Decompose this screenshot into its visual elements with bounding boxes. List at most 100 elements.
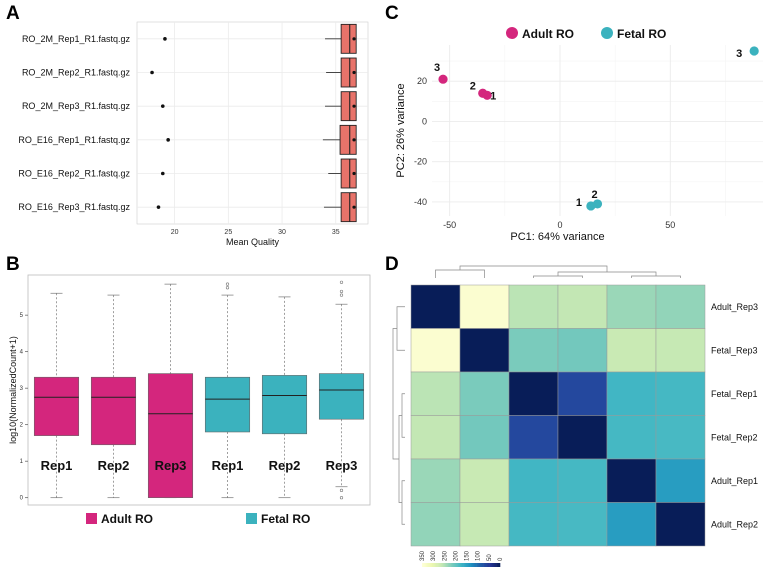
box-body bbox=[340, 23, 357, 54]
legend-marker-fetal bbox=[601, 27, 613, 39]
point-label: 2 bbox=[591, 189, 597, 201]
colorbar-segment bbox=[494, 563, 497, 567]
legend-swatch-adult bbox=[86, 513, 97, 524]
heatmap-row-label: Fetal_Rep2 bbox=[711, 432, 758, 442]
y-axis-label: log10(NormalizedCount+1) bbox=[8, 336, 18, 444]
point-label: 1 bbox=[576, 197, 582, 209]
colorbar-tick-label: 200 bbox=[453, 550, 459, 561]
heatmap-cell bbox=[459, 371, 510, 416]
column-dendrogram-branch bbox=[557, 271, 657, 276]
colorbar-segment bbox=[433, 563, 436, 567]
panel-label-b: B bbox=[6, 254, 20, 275]
box-category-label: Rep1 bbox=[41, 458, 73, 473]
pca-point-fetal bbox=[749, 46, 759, 56]
box-body bbox=[340, 91, 357, 122]
colorbar-segment bbox=[441, 563, 444, 567]
legend-label-adult: Adult RO bbox=[101, 512, 153, 526]
colorbar-tick-label: 100 bbox=[476, 550, 482, 561]
colorbar-segment bbox=[432, 563, 434, 567]
y-category-label: RO_E16_Rep3_R1.fastq.gz bbox=[18, 202, 130, 212]
colorbar-segment bbox=[477, 563, 480, 567]
colorbar-segment bbox=[487, 563, 489, 567]
x-tick-label: 0 bbox=[557, 220, 562, 230]
y-category-label: RO_E16_Rep2_R1.fastq.gz bbox=[18, 169, 130, 179]
box-body bbox=[318, 373, 365, 420]
colorbar-segment bbox=[498, 563, 501, 567]
heatmap-cell bbox=[508, 458, 559, 503]
colorbar-segment bbox=[476, 563, 479, 567]
panel-a-qc-boxplot: 20 25 30 35 RO_2M_Rep1_R1.fastq.gz RO_2M_Rep2… bbox=[18, 21, 369, 247]
colorbar-segment bbox=[446, 563, 449, 567]
colorbar-segment bbox=[470, 563, 472, 567]
y-tick-label: 4 bbox=[20, 350, 24, 356]
y-category-label: RO_2M_Rep1_R1.fastq.gz bbox=[22, 34, 131, 44]
heatmap-cell bbox=[459, 502, 510, 547]
colorbar-segment bbox=[488, 563, 490, 567]
colorbar-tick-label: 0 bbox=[498, 557, 504, 561]
box-mean-point bbox=[352, 171, 356, 176]
legend-label-adult: Adult RO bbox=[522, 27, 574, 41]
plot-area bbox=[27, 274, 371, 506]
colorbar-segment bbox=[472, 563, 475, 567]
box-body bbox=[339, 124, 357, 155]
point-label: 3 bbox=[736, 48, 742, 60]
colorbar-segment bbox=[474, 563, 476, 567]
colorbar-segment bbox=[438, 563, 441, 567]
outlier-point bbox=[166, 138, 170, 142]
heatmap-row-label: Fetal_Rep1 bbox=[711, 389, 758, 399]
heatmap-cell bbox=[557, 458, 608, 503]
colorbar-segment bbox=[475, 563, 477, 567]
outlier-point bbox=[339, 488, 344, 492]
colorbar-segment bbox=[457, 563, 459, 567]
row-dendrogram-branch bbox=[396, 306, 405, 351]
panel-b-count-boxplot: 0 1 2 3 4 5 log10(NormalizedCount+1) Rep1 Rep2 Re… bbox=[8, 274, 371, 526]
column-dendrogram-branch bbox=[631, 275, 681, 278]
outlier-point bbox=[339, 293, 344, 297]
heatmap-row-label: Adult_Rep2 bbox=[711, 519, 758, 529]
colorbar-segment bbox=[497, 563, 499, 567]
heatmap-cell bbox=[459, 415, 510, 460]
colorbar-segment bbox=[481, 563, 484, 567]
x-tick-label: 20 bbox=[171, 229, 179, 236]
colorbar-segment bbox=[429, 563, 432, 567]
colorbar-tick-label: 300 bbox=[431, 550, 437, 561]
heatmap-cell bbox=[410, 502, 461, 547]
box-mean-point bbox=[352, 104, 356, 108]
box-category-label: Rep1 bbox=[212, 458, 244, 473]
pca-point-fetal bbox=[592, 199, 603, 209]
heatmap-row-label: Adult_Rep3 bbox=[711, 302, 758, 312]
colorbar-segment bbox=[442, 563, 445, 567]
outlier-point bbox=[339, 496, 344, 500]
box-category-label: Rep2 bbox=[269, 458, 301, 473]
colorbar-segment bbox=[485, 563, 488, 567]
heatmap-cell bbox=[508, 415, 559, 460]
colorbar-segment bbox=[464, 563, 467, 567]
colorbar-tick-label: 350 bbox=[420, 550, 426, 561]
box-category-label: Rep2 bbox=[98, 458, 130, 473]
box-category-label: Rep3 bbox=[326, 458, 358, 473]
colorbar-segment bbox=[449, 563, 451, 567]
column-dendrogram-branch bbox=[533, 275, 583, 278]
panel-label-d: D bbox=[385, 254, 399, 275]
colorbar-segment bbox=[463, 563, 466, 567]
outlier-point bbox=[339, 289, 344, 294]
box-body bbox=[147, 373, 194, 498]
heatmap-cell bbox=[508, 328, 559, 373]
outlier-point bbox=[160, 104, 165, 108]
column-dendrogram-branch bbox=[435, 269, 485, 278]
heatmap-cell bbox=[508, 502, 559, 547]
colorbar-segment bbox=[427, 563, 429, 567]
x-tick-label: 30 bbox=[278, 229, 286, 236]
colorbar-segment bbox=[454, 563, 457, 567]
colorbar-segment bbox=[424, 563, 427, 567]
box-body bbox=[204, 376, 251, 433]
x-tick-label: 50 bbox=[665, 220, 675, 230]
heatmap-cell bbox=[557, 328, 608, 373]
box-body bbox=[261, 375, 308, 435]
heatmap-row-label: Adult_Rep1 bbox=[711, 476, 758, 486]
heatmap-cell bbox=[655, 371, 706, 416]
colorbar-segment bbox=[445, 563, 447, 567]
outlier-point bbox=[339, 280, 344, 284]
heatmap-cell bbox=[655, 328, 706, 373]
